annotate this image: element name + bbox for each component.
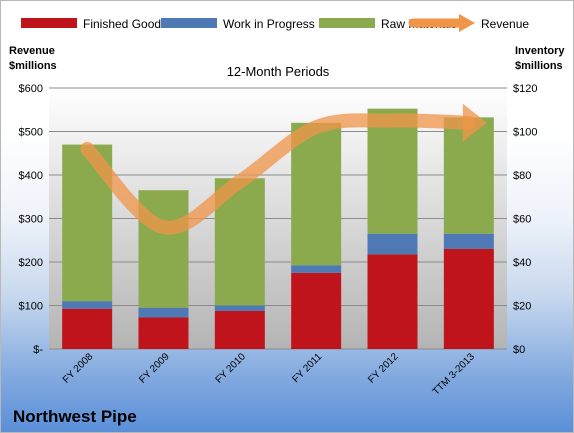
revenue-point — [87, 148, 88, 149]
right-tick-label: $120 — [513, 83, 537, 95]
bar-work-in-progress — [138, 307, 189, 318]
category-label: FY 2012 — [366, 351, 401, 386]
category-label: FY 2009 — [137, 351, 172, 386]
revenue-point — [316, 127, 317, 128]
bars — [62, 108, 494, 349]
right-axis-title-line1: Inventory — [515, 45, 565, 57]
left-tick-label: $200 — [19, 257, 43, 269]
bar-raw-materials — [367, 108, 418, 234]
left-tick-label: $- — [33, 344, 43, 356]
legend-label-revenue: Revenue — [481, 17, 529, 31]
bar-raw-materials — [138, 190, 189, 308]
revenue-line-path — [80, 113, 476, 235]
legend-swatch-raw-materials — [319, 18, 375, 28]
legend-swatch-revenue — [408, 14, 475, 32]
company-name: Northwest Pipe — [13, 407, 137, 426]
right-tick-label: $60 — [513, 214, 531, 226]
revenue-point — [468, 122, 469, 123]
category-labels: FY 2008 FY 2009 FY 2010 FY 2011 FY 2012 TTM 3… — [61, 351, 477, 398]
right-tick-label: $20 — [513, 301, 531, 313]
revenue-point — [163, 227, 164, 228]
legend: Finished Goods Work in Progress Raw Mate… — [21, 14, 529, 32]
bar-finished-goods — [291, 272, 342, 349]
bar-work-in-progress — [291, 265, 342, 273]
right-axis-title-line2: $millions — [515, 60, 563, 72]
left-tick-label: $300 — [19, 214, 43, 226]
right-axis-ticks: $0 $20 $40 $60 $80 $100 $120 — [513, 83, 537, 356]
category-label: FY 2008 — [61, 351, 96, 386]
legend-swatch-finished-goods — [21, 18, 77, 28]
revenue-line — [80, 103, 487, 235]
left-axis-title-line1: Revenue — [9, 45, 55, 57]
bar-work-in-progress — [62, 301, 113, 309]
bar-finished-goods — [62, 308, 113, 349]
bar-finished-goods — [367, 254, 418, 349]
bar-finished-goods — [443, 248, 494, 349]
left-tick-label: $500 — [19, 127, 43, 139]
category-label: FY 2011 — [290, 351, 324, 385]
left-axis-title-line2: $millions — [9, 60, 57, 72]
category-label: FY 2010 — [214, 351, 249, 386]
chart-subtitle: 12-Month Periods — [227, 64, 330, 79]
category-label: TTM 3-2013 — [431, 351, 478, 398]
legend-swatch-work-in-progress — [161, 18, 217, 28]
bar-finished-goods — [138, 317, 189, 349]
left-tick-label: $400 — [19, 170, 43, 182]
left-axis-ticks: $- $100 $200 $300 $400 $500 $600 — [19, 83, 44, 356]
revenue-point — [392, 120, 393, 121]
bar-finished-goods — [214, 310, 265, 349]
bar-work-in-progress — [443, 233, 494, 249]
bar-raw-materials — [291, 122, 342, 266]
left-tick-label: $100 — [19, 301, 43, 313]
revenue-point — [239, 181, 240, 182]
bar-work-in-progress — [214, 305, 265, 311]
legend-label-work-in-progress: Work in Progress — [223, 17, 315, 31]
right-tick-label: $80 — [513, 170, 531, 182]
bar-work-in-progress — [367, 233, 418, 255]
revenue-arrowhead — [462, 103, 487, 142]
right-tick-label: $100 — [513, 127, 537, 139]
legend-label-finished-goods: Finished Goods — [83, 17, 167, 31]
left-tick-label: $600 — [19, 83, 43, 95]
right-tick-label: $40 — [513, 257, 531, 269]
right-tick-label: $0 — [513, 344, 525, 356]
gridlines — [49, 87, 507, 350]
